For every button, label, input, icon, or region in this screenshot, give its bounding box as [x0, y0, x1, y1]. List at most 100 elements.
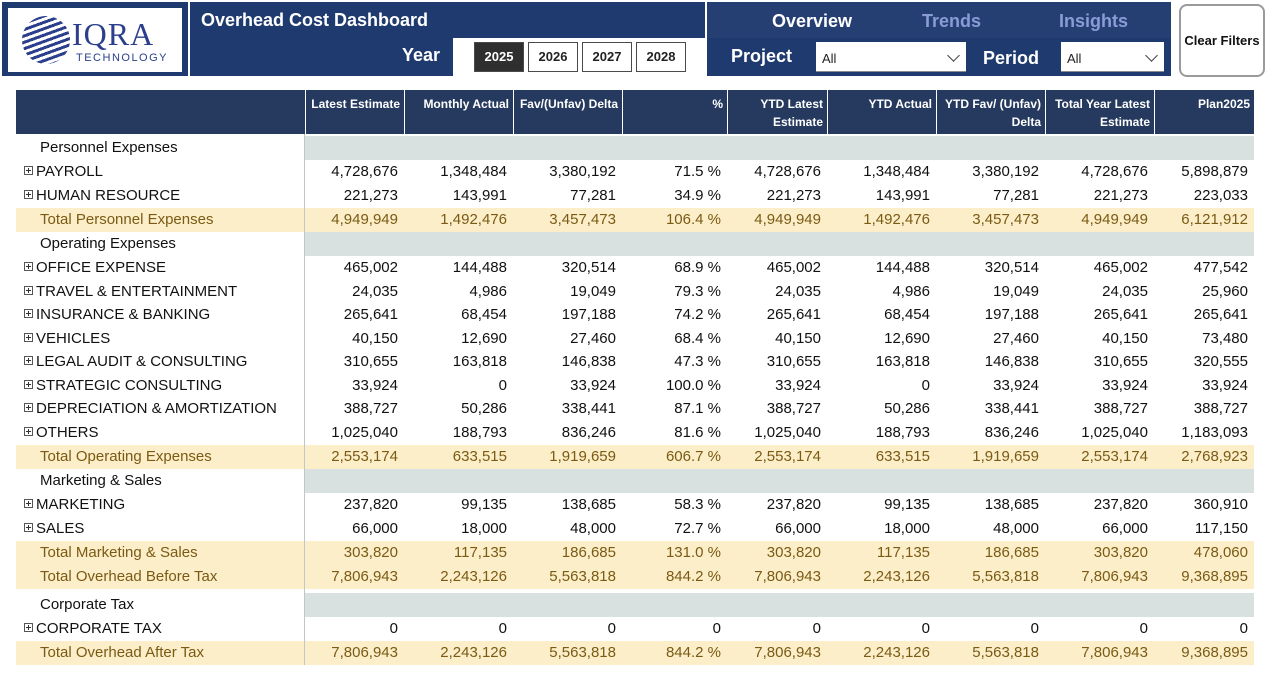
expand-icon[interactable]	[24, 623, 33, 632]
column-header[interactable]: %	[622, 90, 727, 134]
row-label: CORPORATE TAX	[16, 617, 304, 641]
row-label: SALES	[16, 517, 304, 541]
expand-icon[interactable]	[24, 190, 33, 199]
table-cell: 6,121,912	[1181, 211, 1248, 228]
table-row[interactable]: OTHERS 1,025,040 188,793 836,246 81.6 % 1,025…	[16, 421, 1254, 445]
row-label: LEGAL AUDIT & CONSULTING	[16, 350, 304, 374]
row-label-text: Total Personnel Expenses	[40, 211, 214, 228]
year-button-2026[interactable]: 2026	[528, 42, 578, 72]
table-cell: 0	[1030, 620, 1039, 637]
table-row[interactable]: PAYROLL 4,728,676 1,348,484 3,380,192 71.5 %…	[16, 160, 1254, 183]
period-dropdown[interactable]: All	[1061, 42, 1164, 72]
year-button-2027[interactable]: 2027	[582, 42, 632, 72]
table-row[interactable]: MARKETING 237,820 99,135 138,685 58.3 % 237,8…	[16, 493, 1254, 517]
table-cell: 1,025,040	[754, 424, 821, 441]
table-cell: 19,049	[993, 283, 1039, 300]
table-cell: 197,188	[561, 306, 616, 323]
nav-trends[interactable]: Trends	[922, 11, 982, 31]
table-cell: 33,924	[570, 377, 616, 394]
expand-icon[interactable]	[24, 309, 33, 318]
table-cell: 1,183,093	[1181, 424, 1248, 441]
expand-icon[interactable]	[24, 523, 33, 532]
table-row[interactable]: TRAVEL & ENTERTAINMENT 24,035 4,986 19,049 7…	[16, 280, 1254, 303]
table-row[interactable]: CORPORATE TAX 0 0 0 0 0 0 0 0 0	[16, 617, 1254, 641]
year-button-2025[interactable]: 2025	[474, 42, 524, 72]
table-cell: 18,000	[461, 520, 507, 537]
brand-name: IQRA	[72, 16, 155, 52]
expand-icon[interactable]	[24, 499, 33, 508]
project-dropdown[interactable]: All	[816, 42, 966, 72]
column-header[interactable]: Total Year Latest Estimate	[1045, 90, 1154, 134]
table-row[interactable]: STRATEGIC CONSULTING 33,924 0 33,924 100.0 %…	[16, 374, 1254, 397]
column-header[interactable]: Fav/(Unfav) Delta	[513, 90, 622, 134]
table-cell: 9,368,895	[1181, 568, 1248, 585]
table-cell: 2,768,923	[1181, 448, 1248, 465]
column-header[interactable]: YTD Latest Estimate	[727, 90, 827, 134]
table-cell: 7,806,943	[331, 568, 398, 585]
logo: IQRA TECHNOLOGY	[8, 8, 182, 72]
table-cell: 1,025,040	[331, 424, 398, 441]
table-cell: 66,000	[352, 520, 398, 537]
table-cell: 5,563,818	[549, 568, 616, 585]
table-cell: 633,515	[875, 448, 930, 465]
table-row[interactable]: HUMAN RESOURCE 221,273 143,991 77,281 34.9 %…	[16, 184, 1254, 207]
expand-icon[interactable]	[24, 262, 33, 271]
column-divider	[304, 134, 305, 665]
table-cell: 146,838	[561, 353, 616, 370]
row-label: MARKETING	[16, 493, 304, 517]
table-cell: 40,150	[775, 330, 821, 347]
table-cell: 0	[812, 620, 821, 637]
table-cell: 50,286	[884, 400, 930, 417]
globe-icon	[22, 16, 70, 64]
table-cell: 144,488	[875, 259, 930, 276]
logo-frame: IQRA TECHNOLOGY	[2, 2, 188, 76]
clear-filters-button[interactable]: Clear Filters	[1179, 4, 1265, 77]
table-row[interactable]: VEHICLES 40,150 12,690 27,460 68.4 % 40,150 12…	[16, 327, 1254, 350]
row-label: OFFICE EXPENSE	[16, 256, 304, 280]
table-cell: 2,243,126	[863, 568, 930, 585]
table-row[interactable]: DEPRECIATION & AMORTIZATION 388,727 50,286…	[16, 397, 1254, 421]
table-cell: 27,460	[570, 330, 616, 347]
row-label-text: Total Overhead After Tax	[40, 644, 204, 661]
table-cell: 117,135	[876, 544, 930, 561]
nav-insights[interactable]: Insights	[1059, 11, 1129, 31]
expand-icon[interactable]	[24, 356, 33, 365]
table-cell: 1,348,484	[863, 163, 930, 180]
expand-icon[interactable]	[24, 166, 33, 175]
table-cell: 106.4 %	[665, 211, 721, 228]
column-header[interactable]: Latest Estimate	[305, 90, 404, 134]
year-button-2028[interactable]: 2028	[636, 42, 686, 72]
expand-icon[interactable]	[24, 427, 33, 436]
period-value: All	[1067, 51, 1082, 66]
table-cell: 79.3 %	[674, 283, 721, 300]
period-label: Period	[983, 48, 1040, 68]
table-cell: 25,960	[1202, 283, 1248, 300]
section-label-cell	[16, 136, 304, 160]
column-header[interactable]: YTD Fav/ (Unfav) Delta	[936, 90, 1045, 134]
table-cell: 221,273	[1093, 187, 1148, 204]
table-row[interactable]: OFFICE EXPENSE 465,002 144,488 320,514 68.9 …	[16, 256, 1254, 280]
nav-overview[interactable]: Overview	[772, 11, 853, 31]
expand-icon[interactable]	[24, 403, 33, 412]
column-header[interactable]: Monthly Actual	[404, 90, 513, 134]
expand-icon[interactable]	[24, 286, 33, 295]
table-row[interactable]: LEGAL AUDIT & CONSULTING 310,655 163,818 14…	[16, 350, 1254, 374]
table-cell: 303,820	[766, 544, 821, 561]
table-cell: 3,457,473	[972, 211, 1039, 228]
table-cell: 19,049	[570, 283, 616, 300]
table-cell: 265,641	[1093, 306, 1148, 323]
column-header[interactable]: YTD Actual	[827, 90, 936, 134]
expand-icon[interactable]	[24, 380, 33, 389]
column-header[interactable]: Plan2025	[1154, 90, 1254, 134]
table-cell: 1,492,476	[440, 211, 507, 228]
total-row: Total Overhead After Tax 7,806,943 2,243,1…	[16, 641, 1254, 665]
table-cell: 0	[921, 620, 930, 637]
table-cell: 68,454	[884, 306, 930, 323]
table-row[interactable]: SALES 66,000 18,000 48,000 72.7 % 66,000 18,00…	[16, 517, 1254, 541]
expand-icon[interactable]	[24, 333, 33, 342]
row-label: TRAVEL & ENTERTAINMENT	[16, 280, 304, 303]
table-cell: 33,924	[993, 377, 1039, 394]
table-row[interactable]: INSURANCE & BANKING 265,641 68,454 197,188 7…	[16, 303, 1254, 327]
table-cell: 117,135	[453, 544, 507, 561]
table-cell: 0	[712, 620, 721, 637]
